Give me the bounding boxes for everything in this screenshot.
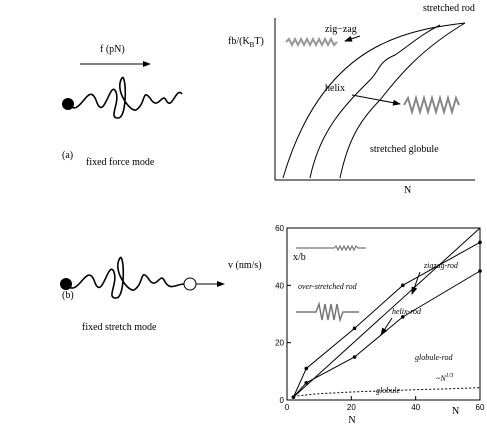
- boundary: [309, 24, 441, 179]
- scaling-label-part: ~N: [436, 374, 446, 383]
- y-label: x/b: [293, 252, 306, 263]
- marker: [478, 240, 482, 245]
- panel-label: (b): [62, 290, 74, 301]
- y-label: fb/(KBT): [228, 36, 264, 49]
- series-line: [293, 387, 481, 397]
- panel-label: (a): [62, 150, 73, 161]
- marker: [352, 326, 357, 331]
- marker: [304, 366, 309, 371]
- region-label: helix: [325, 83, 345, 94]
- helix-icon: [296, 301, 359, 323]
- scaling-label: ~N1/3: [436, 373, 453, 383]
- helix-icon: [403, 94, 460, 116]
- x-tick-label: 20: [347, 403, 356, 412]
- scaling-label-part: 1/3: [446, 373, 454, 379]
- x-label: N: [348, 415, 355, 426]
- y-tick-label: 20: [275, 339, 284, 348]
- polymer: [65, 257, 185, 299]
- x-tick-label: 0: [285, 403, 290, 412]
- y-tick-label: 60: [275, 224, 284, 233]
- caption: fixed stretch mode: [82, 322, 157, 333]
- arrow: [380, 317, 393, 336]
- x-tick-label: 40: [411, 403, 420, 412]
- y-label-part: fb/(K: [228, 36, 250, 47]
- marker: [478, 269, 482, 273]
- polymer: [67, 77, 183, 119]
- x-label: N: [404, 185, 411, 196]
- annotation: helix-rod: [392, 307, 422, 316]
- caption: fixed force mode: [86, 157, 155, 168]
- zigzag-icon: [285, 36, 338, 48]
- marker: [401, 283, 405, 288]
- annotation: globule: [376, 386, 400, 395]
- arrow: [411, 271, 421, 295]
- annotation: zigzag-rod: [423, 261, 459, 270]
- force-label: f (pN): [100, 44, 125, 55]
- arrow: [344, 35, 361, 42]
- region-label: stretched globule: [370, 144, 439, 155]
- annotation: globule-rod: [415, 353, 453, 362]
- x-tick-label: 60: [476, 403, 485, 412]
- marker: [304, 381, 309, 385]
- marker: [352, 355, 357, 359]
- y-label-part: B: [250, 41, 255, 49]
- axis-end-label: N: [452, 406, 459, 417]
- y-label-part: T): [254, 36, 263, 47]
- zigzag-icon: [296, 244, 366, 252]
- region-label: stretched rod: [423, 3, 475, 14]
- annotation: over-stretched rod: [298, 282, 358, 291]
- marker: [401, 315, 405, 319]
- bead: [183, 277, 197, 291]
- region-label: zig−zag: [325, 24, 357, 35]
- arrow: [351, 94, 401, 106]
- velocity-label: v (nm/s): [228, 260, 262, 271]
- series-line: [293, 227, 481, 398]
- plot-frame: [286, 227, 481, 401]
- y-tick-label: 40: [275, 281, 284, 290]
- y-tick-label: 0: [280, 396, 285, 405]
